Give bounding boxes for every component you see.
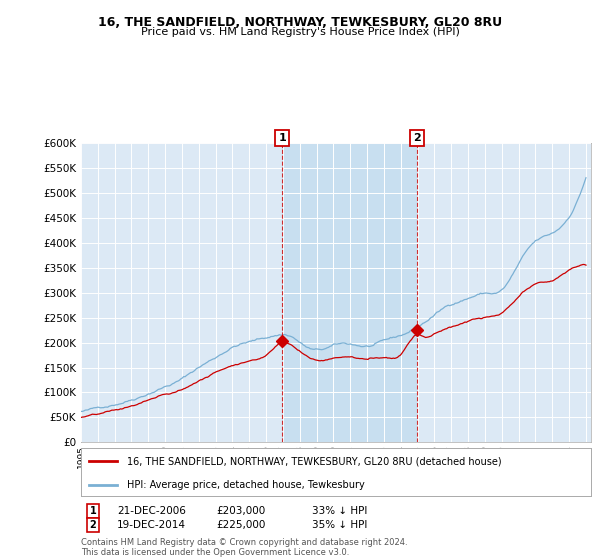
Bar	[283, 143, 417, 442]
Text: HPI: Average price, detached house, Tewkesbury: HPI: Average price, detached house, Tewk…	[127, 480, 365, 490]
Text: 19-DEC-2014: 19-DEC-2014	[117, 520, 186, 530]
Text: 33% ↓ HPI: 33% ↓ HPI	[312, 506, 367, 516]
Text: 1: 1	[89, 506, 97, 516]
Text: 2: 2	[413, 133, 421, 143]
Text: £225,000: £225,000	[216, 520, 265, 530]
Text: 16, THE SANDFIELD, NORTHWAY, TEWKESBURY, GL20 8RU (detached house): 16, THE SANDFIELD, NORTHWAY, TEWKESBURY,…	[127, 456, 502, 466]
Text: £203,000: £203,000	[216, 506, 265, 516]
Text: 21-DEC-2006: 21-DEC-2006	[117, 506, 186, 516]
Text: Contains HM Land Registry data © Crown copyright and database right 2024.
This d: Contains HM Land Registry data © Crown c…	[81, 538, 407, 557]
Text: 2: 2	[89, 520, 97, 530]
Text: Price paid vs. HM Land Registry's House Price Index (HPI): Price paid vs. HM Land Registry's House …	[140, 27, 460, 37]
Text: 35% ↓ HPI: 35% ↓ HPI	[312, 520, 367, 530]
Text: 1: 1	[278, 133, 286, 143]
Text: 16, THE SANDFIELD, NORTHWAY, TEWKESBURY, GL20 8RU: 16, THE SANDFIELD, NORTHWAY, TEWKESBURY,…	[98, 16, 502, 29]
